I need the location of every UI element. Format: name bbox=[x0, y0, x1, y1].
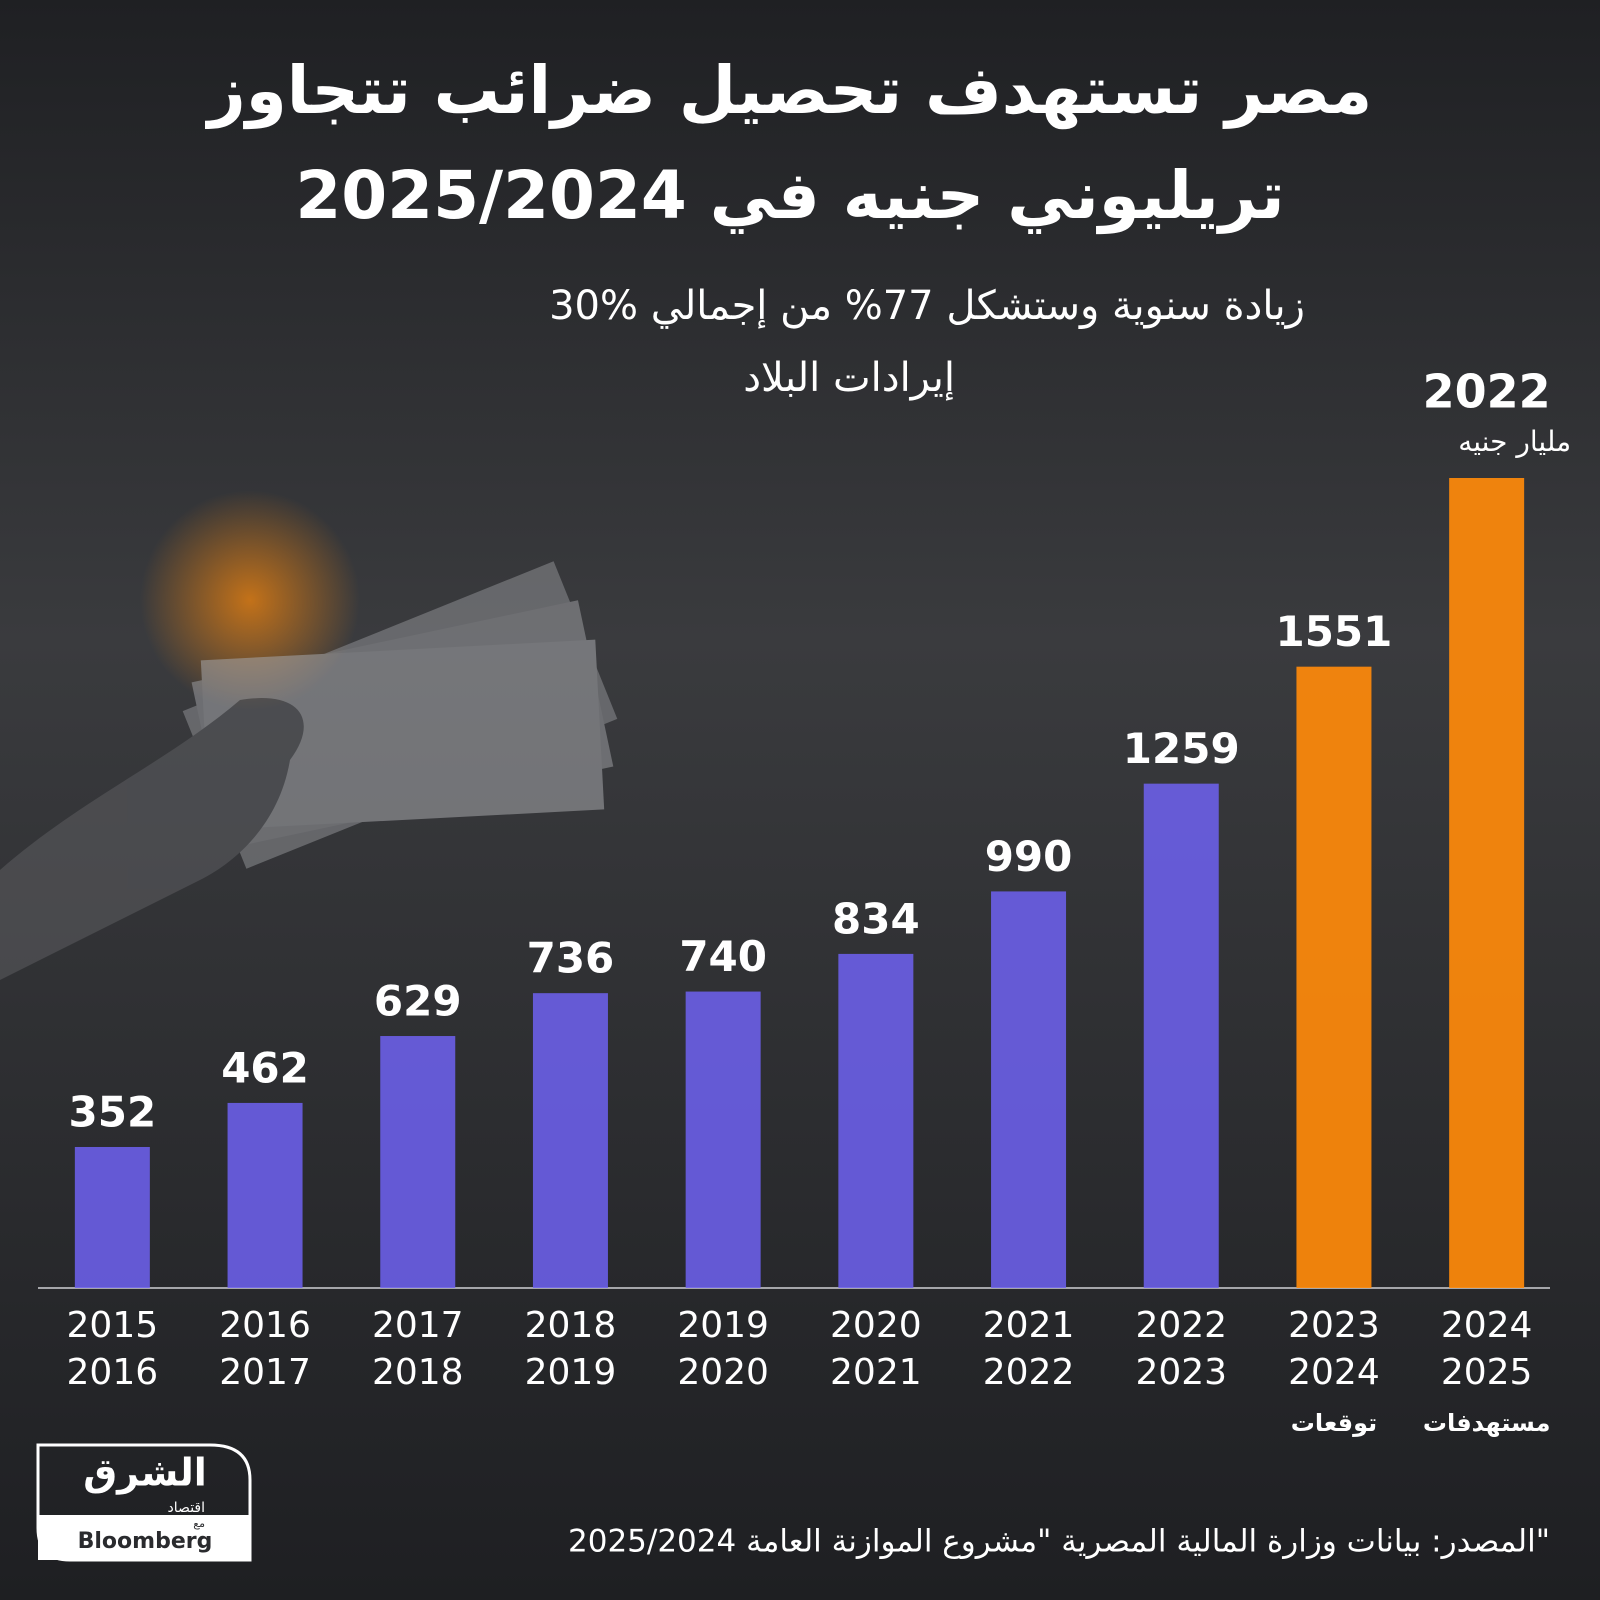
x-tick-label: 2019 bbox=[525, 1352, 617, 1393]
banknotes-illustration bbox=[0, 561, 618, 980]
value-label: 1259 bbox=[1123, 724, 1240, 773]
value-label: 740 bbox=[679, 932, 767, 981]
x-tick-label: 2017 bbox=[372, 1305, 464, 1346]
logo-partner: Bloomberg bbox=[78, 1529, 213, 1554]
x-tick-label: 2021 bbox=[983, 1305, 1075, 1346]
bar bbox=[991, 891, 1067, 1288]
unit-label: مليار جنيه bbox=[1458, 425, 1571, 458]
x-tick-label: 2016 bbox=[219, 1305, 311, 1346]
value-label: 2022 bbox=[1423, 365, 1551, 419]
x-tick-label: 2024 bbox=[1441, 1305, 1533, 1346]
logo: الشرق اقتصاد مع Bloomberg bbox=[36, 1443, 252, 1562]
x-tick-label: 2023 bbox=[1288, 1305, 1380, 1346]
x-tick-label: 2020 bbox=[830, 1305, 922, 1346]
category-note: توقعات bbox=[1291, 1409, 1377, 1437]
x-tick-label: 2021 bbox=[830, 1352, 922, 1393]
title-line: مصر تستهدف تحصيل ضرائب تتجاوز bbox=[205, 52, 1373, 130]
source: المصدر: بيانات وزارة المالية المصرية "مش… bbox=[568, 1524, 1550, 1560]
value-label: 736 bbox=[527, 934, 615, 983]
category-note: مستهدفات bbox=[1423, 1409, 1551, 1437]
value-label: 352 bbox=[69, 1087, 157, 1136]
x-tick-label: 2018 bbox=[525, 1305, 617, 1346]
x-tick-label: 2022 bbox=[983, 1352, 1075, 1393]
x-tick-label: 2024 bbox=[1288, 1352, 1380, 1393]
x-tick-label: 2020 bbox=[677, 1352, 769, 1393]
bar bbox=[1449, 478, 1525, 1288]
x-tick-label: 2023 bbox=[1135, 1352, 1227, 1393]
x-tick-label: 2022 bbox=[1135, 1305, 1227, 1346]
value-label: 629 bbox=[374, 977, 462, 1026]
subtitle-line: إيرادات البلاد bbox=[743, 355, 955, 401]
bar bbox=[380, 1036, 456, 1288]
bar bbox=[1296, 666, 1372, 1288]
plot-area: 352 2015 2016 462 2016 2017 629 2017 2018 736 2018… bbox=[38, 365, 1571, 1437]
bar bbox=[838, 953, 914, 1288]
value-label: 834 bbox=[832, 894, 920, 943]
logo-with: مع bbox=[193, 1517, 205, 1530]
x-tick-label: 2018 bbox=[372, 1352, 464, 1393]
bar bbox=[74, 1146, 150, 1288]
subtitle-line: 30% زيادة سنوية وستشكل 77% من إجمالي bbox=[549, 283, 1305, 329]
bar bbox=[1143, 783, 1219, 1288]
value-label: 462 bbox=[221, 1043, 309, 1092]
x-tick-label: 2015 bbox=[67, 1305, 159, 1346]
title-line: تريليوني جنيه في 2025/2024 bbox=[295, 157, 1284, 235]
logo-name: الشرق bbox=[83, 1451, 207, 1495]
bar bbox=[227, 1102, 303, 1288]
logo-sub: اقتصاد bbox=[168, 1500, 205, 1516]
x-tick-label: 2016 bbox=[67, 1352, 159, 1393]
value-label: 1551 bbox=[1275, 607, 1392, 656]
x-tick-label: 2019 bbox=[677, 1305, 769, 1346]
x-tick-label: 2017 bbox=[219, 1352, 311, 1393]
bar bbox=[532, 993, 608, 1288]
bar bbox=[685, 991, 761, 1288]
value-label: 990 bbox=[985, 832, 1073, 881]
x-tick-label: 2025 bbox=[1441, 1352, 1533, 1393]
